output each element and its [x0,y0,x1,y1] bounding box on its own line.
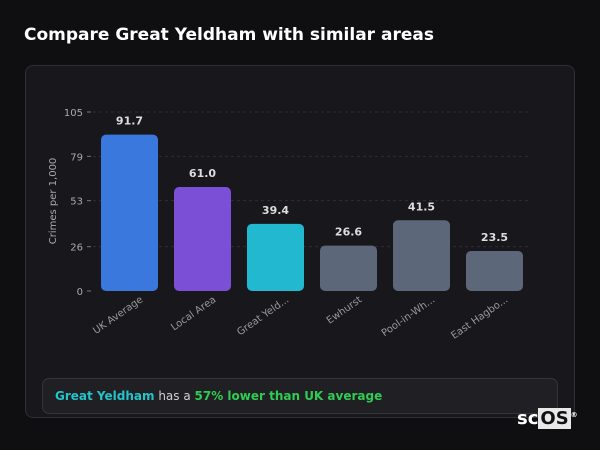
y-tick-label: 105 [64,108,83,119]
x-tick-label: Ewhurst [325,294,364,326]
bar-value-label: 91.7 [116,115,143,128]
bar-value-label: 26.6 [335,226,362,239]
bar-value-label: 41.5 [408,200,435,213]
bar-value-label: 23.5 [481,231,508,244]
comparison-text: 57% lower than UK average [194,389,383,403]
x-tick-label: Local Area [169,294,218,333]
area-name: Great Yeldham [55,389,155,403]
bar-0 [101,134,158,291]
x-tick-label: UK Average [91,294,145,336]
bar-2 [247,223,304,291]
x-tick-label: East Hagbo... [449,294,510,341]
summary-text: has a [154,389,195,403]
bar-value-label: 39.4 [262,204,289,217]
bar-1 [174,187,231,291]
logo-text-boxed: OS [538,408,571,429]
bar-5 [466,250,523,291]
y-axis-label: Crimes per 1,000 [48,158,59,245]
y-tick-label: 79 [70,152,83,163]
y-tick-label: 26 [70,243,83,254]
registered-mark: ® [570,411,578,419]
summary-banner: Great Yeldham has a 57% lower than UK av… [42,378,558,414]
logo-text: sc [517,408,539,429]
x-tick-label: Pool-in-Wh... [380,294,437,339]
x-tick-label: Great Yeld... [235,294,291,338]
chart-card: 0 26 53 79 105 Crimes per 1,000 91.7 UK Average… [25,65,575,418]
bar-value-label: 61.0 [189,167,216,180]
y-tick-label: 53 [70,197,83,208]
y-tick-label: 0 [77,287,83,298]
bar-4 [393,220,450,291]
bar-chart: 0 26 53 79 105 Crimes per 1,000 91.7 UK Average… [48,108,531,342]
bar-3 [320,245,377,291]
page-title: Compare Great Yeldham with similar areas [24,25,434,45]
logo: sc OS ® [517,408,578,429]
